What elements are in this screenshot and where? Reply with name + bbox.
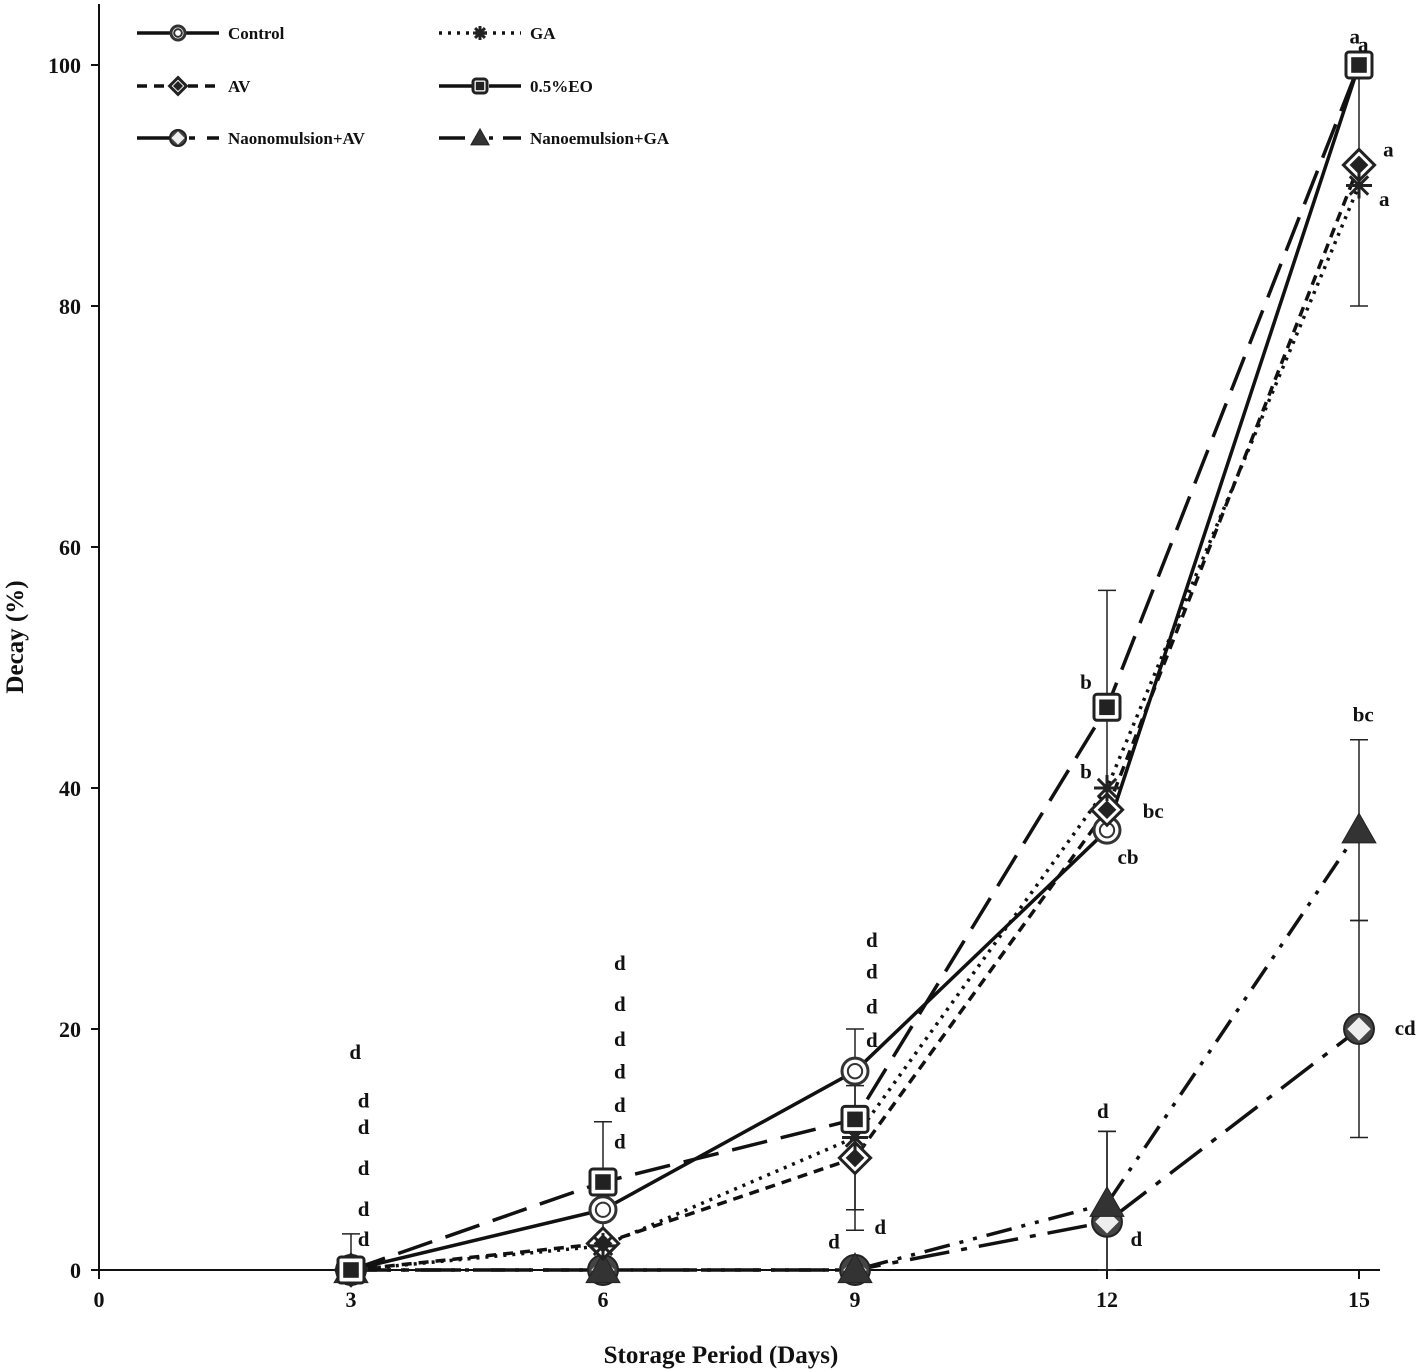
series-marker (168, 128, 188, 148)
significance-letter: d (866, 959, 878, 983)
y-tick-label: 0 (70, 1258, 81, 1283)
markers (333, 50, 1377, 1288)
legend-label: Nanoemulsion+GA (530, 129, 670, 148)
axes (98, 4, 1380, 1271)
significance-letter: d (614, 1027, 626, 1051)
significance-letter: d (358, 1156, 370, 1180)
y-tick-label: 40 (59, 776, 81, 801)
significance-letter: b (1080, 759, 1092, 783)
y-tick-label: 20 (59, 1017, 81, 1042)
series-marker (1092, 692, 1122, 722)
series-marker (167, 75, 189, 97)
significance-letter: d (358, 1088, 370, 1112)
legend-label: Naonomulsion+AV (228, 129, 366, 148)
significance-letter: a (1350, 24, 1361, 48)
series-marker (837, 1140, 873, 1176)
legend-item: Control (137, 24, 285, 43)
series-marker (1089, 1185, 1125, 1217)
series-line (351, 829, 1361, 1272)
legend: Control GA AV 0.5%EO Naonomulsion+AV Nanoemul… (137, 24, 670, 148)
significance-letter: d (1097, 1099, 1109, 1123)
x-tick-label: 9 (850, 1287, 861, 1312)
x-tick-label: 15 (1348, 1287, 1370, 1312)
series-marker (840, 1056, 870, 1086)
legend-item: GA (439, 24, 556, 43)
series-marker (169, 24, 187, 42)
series-marker (1089, 791, 1125, 828)
x-tick-label: 3 (346, 1287, 357, 1312)
series-marker (837, 1252, 873, 1284)
series-marker (840, 1104, 870, 1134)
series-marker (588, 1195, 618, 1225)
significance-letter: d (614, 1059, 626, 1083)
significance-letter: a (1383, 138, 1394, 162)
series-marker (1344, 50, 1374, 80)
y-tick-label: 80 (59, 294, 81, 319)
series-marker (336, 1255, 366, 1285)
error-bars (342, 64, 1368, 1271)
significance-letter: bc (1143, 799, 1164, 823)
legend-label: 0.5%EO (530, 77, 593, 96)
legend-label: AV (228, 77, 251, 96)
y-axis-title: Decay (%) (2, 580, 29, 693)
series-marker (473, 26, 487, 40)
series-marker (590, 1232, 616, 1259)
series-marker (1343, 1013, 1375, 1045)
series-marker (1094, 775, 1120, 801)
ticks: 0 3 6 9 12 15 0 20 40 60 80 100 (48, 53, 1370, 1312)
significance-letter: b (1080, 670, 1092, 694)
significance-letter: cd (1395, 1016, 1416, 1040)
x-axis-title: Storage Period (Days) (604, 1342, 839, 1369)
significance-letter: d (614, 1129, 626, 1153)
series-marker (588, 1167, 618, 1197)
significance-letter: a (1379, 187, 1390, 211)
significance-letter: d (866, 928, 878, 952)
x-tick-label: 6 (598, 1287, 609, 1312)
x-tick-label: 12 (1096, 1287, 1118, 1312)
significance-letter: d (358, 1197, 370, 1221)
legend-label: Control (228, 24, 285, 43)
legend-label: GA (530, 24, 556, 43)
series-marker (1341, 812, 1377, 844)
legend-item: 0.5%EO (439, 77, 593, 96)
y-tick-label: 60 (59, 535, 81, 560)
significance-letter: a (1358, 33, 1369, 57)
legend-item: Naonomulsion+AV (137, 128, 366, 148)
significance-letter: d (349, 1040, 361, 1064)
significance-letter: d (358, 1115, 370, 1139)
significance-letter: d (866, 994, 878, 1018)
x-tick-label: 0 (94, 1287, 105, 1312)
significance-letter: d (1131, 1227, 1143, 1251)
significance-letter: bc (1353, 703, 1374, 727)
y-tick-label: 100 (48, 53, 81, 78)
legend-item: Nanoemulsion+GA (439, 127, 670, 148)
significance-letter: d (828, 1229, 840, 1253)
significance-letter: d (874, 1215, 886, 1239)
significance-letter: d (866, 1028, 878, 1052)
significance-letter: d (614, 992, 626, 1016)
significance-letter: cb (1118, 845, 1139, 869)
series-marker (470, 127, 490, 146)
significance-letter: d (358, 1227, 370, 1251)
series-marker (585, 1252, 621, 1284)
series-marker (471, 77, 489, 95)
significance-letter: d (614, 951, 626, 975)
legend-item: AV (137, 75, 251, 97)
series-marker (1346, 172, 1372, 199)
significance-letter: d (614, 1093, 626, 1117)
